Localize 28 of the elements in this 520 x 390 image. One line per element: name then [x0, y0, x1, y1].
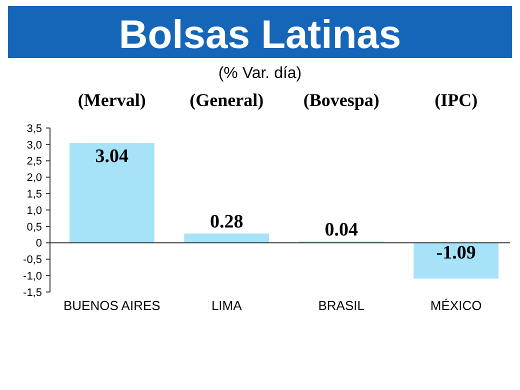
y-tick-label: 3,0 — [26, 139, 42, 152]
y-tick-label: 2,0 — [26, 172, 42, 184]
x-tick-label: BRASIL — [318, 298, 364, 313]
y-tick-label: 2,5 — [26, 156, 42, 168]
y-tick-label: 1,0 — [26, 204, 42, 217]
chart-subtitle: (% Var. día) — [218, 65, 302, 82]
text: (General) — [190, 90, 264, 110]
chart-title: Bolsas Latinas — [118, 13, 402, 57]
y-tick-label: 0,5 — [26, 221, 42, 234]
y-tick-label: -0,5 — [23, 254, 42, 266]
text: (IPC) — [434, 90, 478, 110]
data-label: 3.04 — [95, 146, 130, 168]
bar — [184, 234, 270, 243]
text: (Bovespa) — [303, 90, 380, 110]
bar — [69, 143, 154, 243]
data-label: 0.04 — [324, 219, 358, 240]
y-tick-label: 3,5 — [26, 122, 42, 135]
y-tick-label: -1,5 — [23, 286, 42, 299]
y-tick-label: 0 — [36, 238, 42, 250]
x-tick-label: LIMA — [211, 298, 242, 313]
text: (Merval) — [78, 90, 146, 110]
y-tick-label: 1,5 — [26, 188, 42, 200]
data-label: -1.09 — [436, 242, 476, 264]
data-label: 0.28 — [210, 212, 244, 233]
x-tick-label: BUENOS AIRES — [64, 298, 161, 313]
bar — [414, 242, 499, 279]
x-tick-label: MÉXICO — [430, 298, 482, 313]
y-tick-label: -1,0 — [23, 270, 42, 282]
